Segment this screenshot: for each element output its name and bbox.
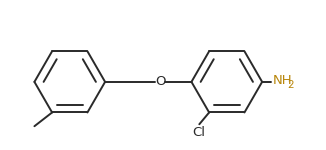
Text: NH: NH [273,74,292,87]
Text: 2: 2 [288,80,294,90]
Text: Cl: Cl [192,126,205,139]
Text: O: O [155,75,165,88]
